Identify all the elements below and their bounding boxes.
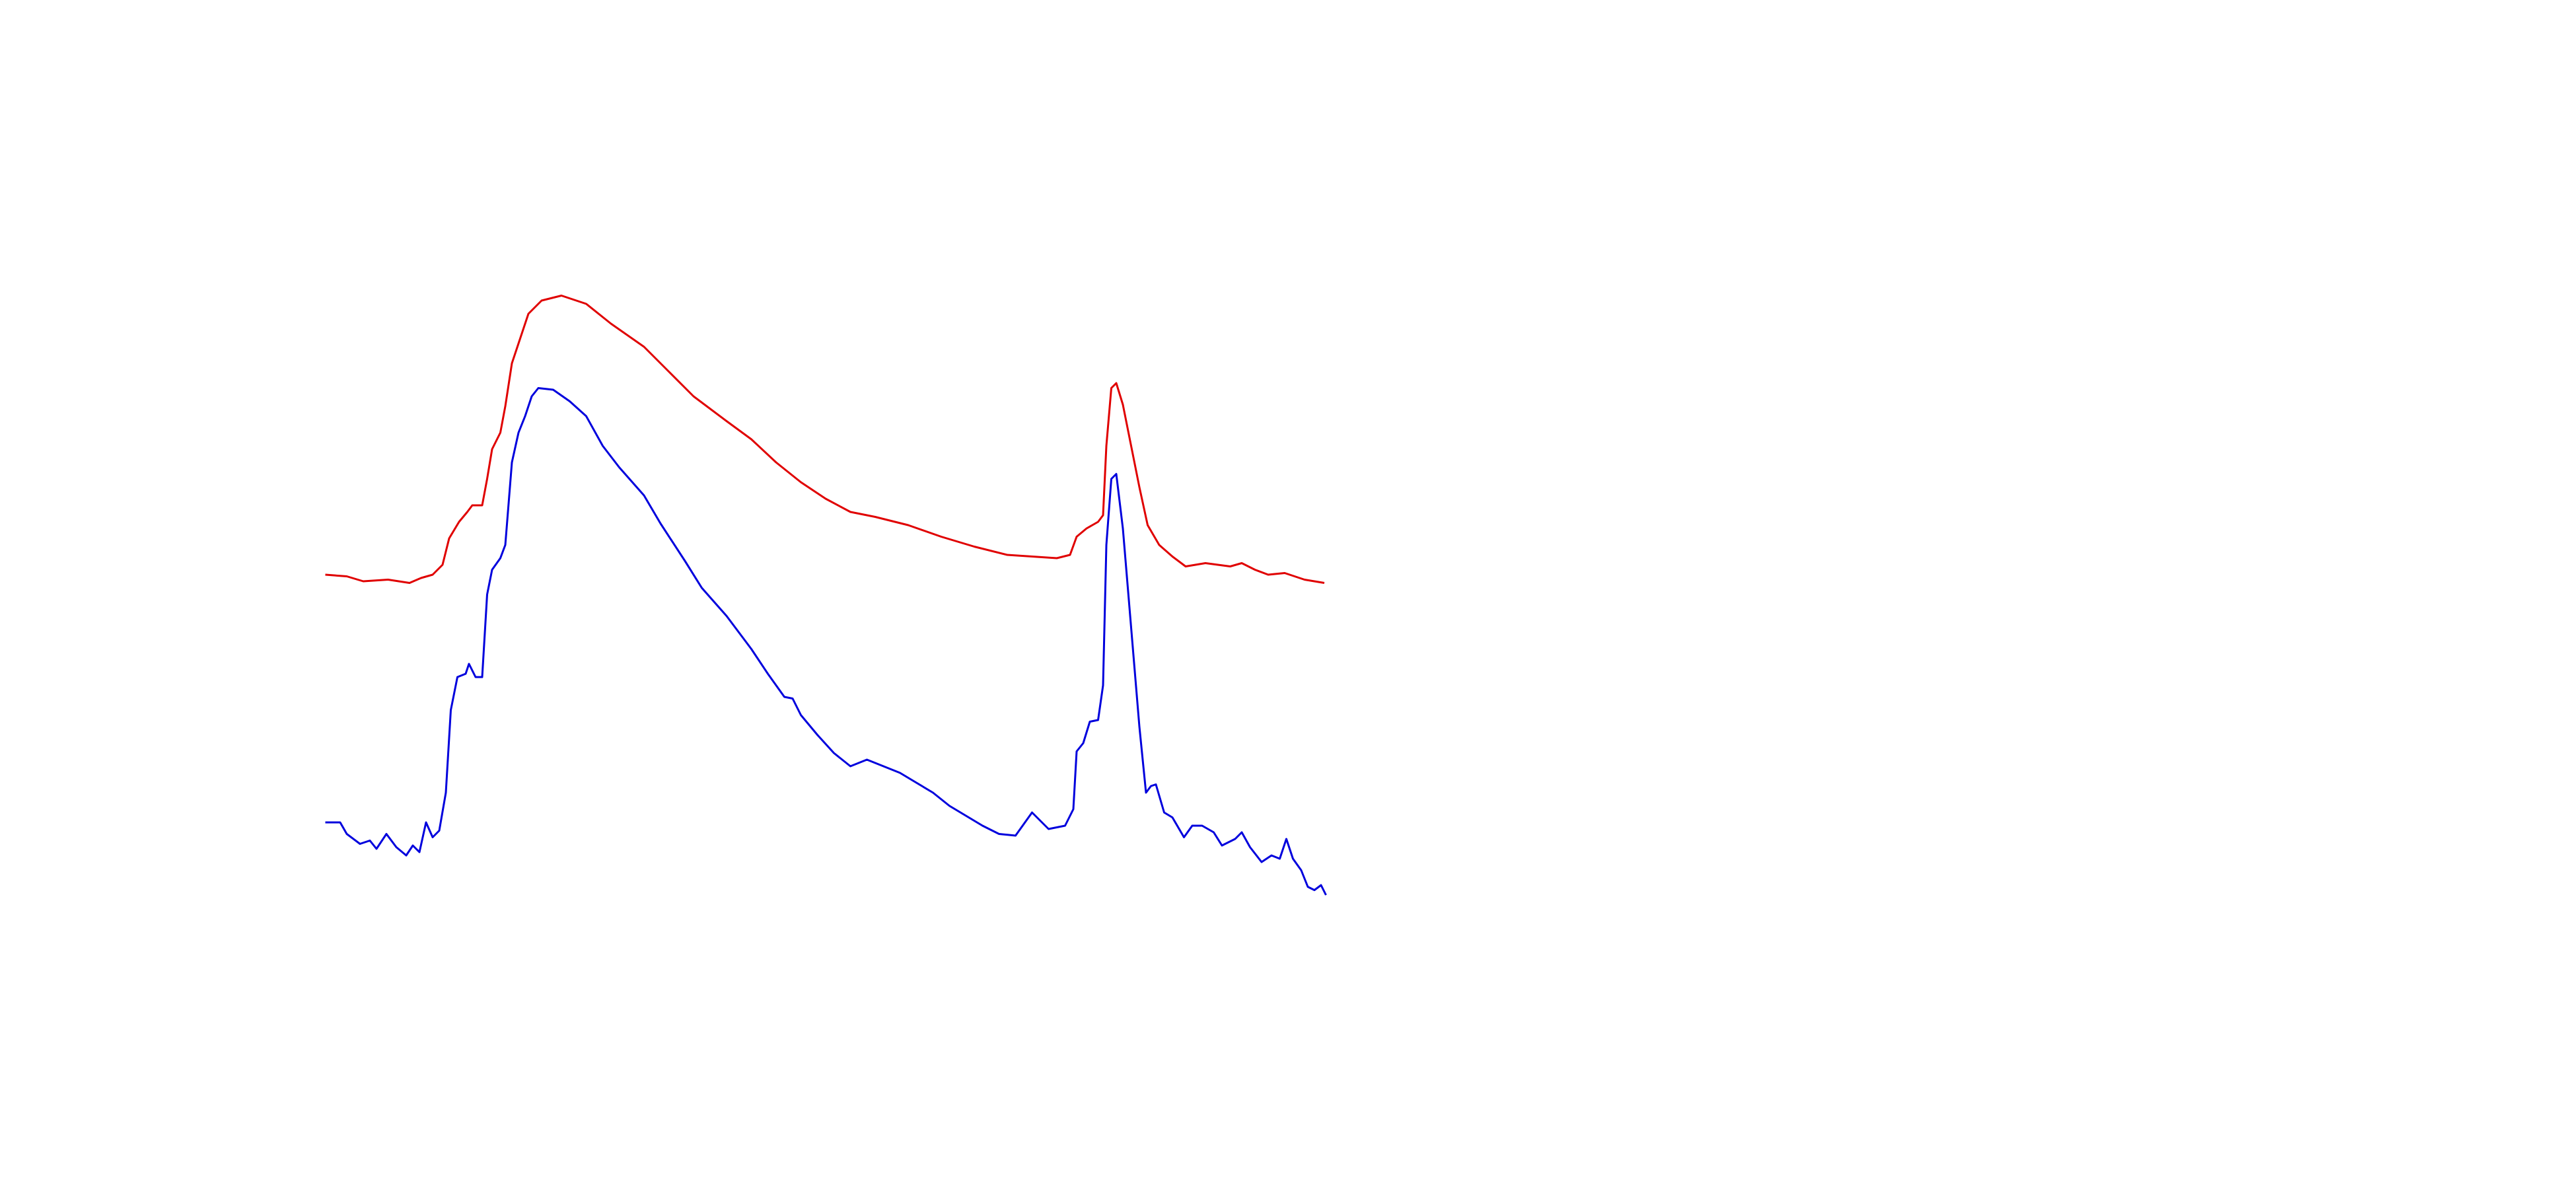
line-series xyxy=(325,387,1327,896)
line-series xyxy=(325,295,1325,584)
